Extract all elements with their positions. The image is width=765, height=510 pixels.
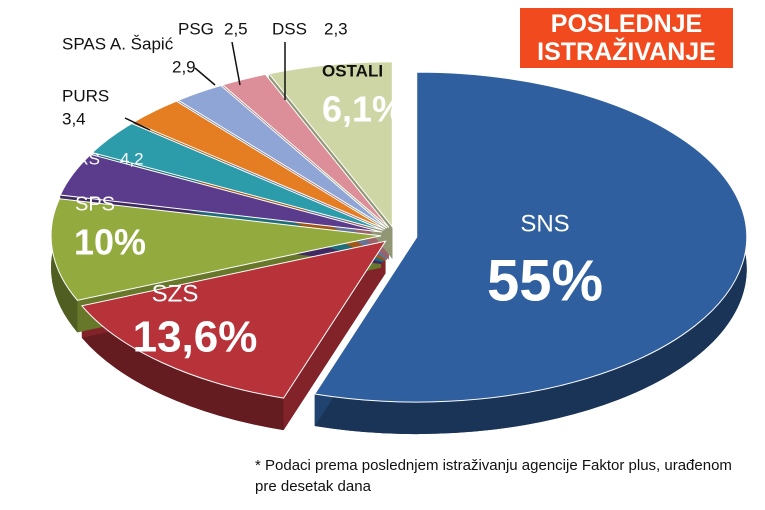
chart-title: POSLEDNJE ISTRAŽIVANJE <box>520 8 733 68</box>
pointer <box>231 41 241 86</box>
footnote: * Podaci prema poslednjem istraživanju a… <box>255 457 732 495</box>
category-label: SZS <box>152 280 199 307</box>
slice <box>221 73 390 228</box>
value-label: 3,4 <box>62 109 86 128</box>
slice <box>59 153 383 233</box>
category-label: PSG <box>178 19 214 38</box>
category-label: DSS <box>272 19 307 38</box>
slice <box>50 198 382 301</box>
category-label: OSTALI <box>322 61 383 80</box>
value-label: 6,1% <box>322 89 404 130</box>
slice <box>313 71 748 403</box>
slice-side <box>283 241 386 431</box>
slice <box>91 122 384 231</box>
slice <box>268 61 393 229</box>
value-label: 2,5 <box>224 19 248 38</box>
value-label: 4,2 <box>120 149 144 168</box>
category-label: SNS <box>520 210 569 237</box>
pointers <box>124 41 286 131</box>
category-label: PURS <box>62 86 109 105</box>
category-label: SRS <box>65 149 100 168</box>
pie <box>50 61 748 435</box>
category-label: SPAS A. Šapić <box>62 34 174 53</box>
value-label: 2,9 <box>172 57 196 76</box>
slice-side <box>81 305 284 431</box>
value-label: 55% <box>487 248 603 313</box>
value-label: 2,3 <box>324 19 348 38</box>
value-label: 10% <box>74 222 146 263</box>
pointer <box>194 67 216 86</box>
slice <box>177 84 388 229</box>
category-label: SPS <box>75 193 115 215</box>
pointer <box>124 117 151 131</box>
value-label: 13,6% <box>133 313 258 362</box>
slice <box>80 240 387 399</box>
